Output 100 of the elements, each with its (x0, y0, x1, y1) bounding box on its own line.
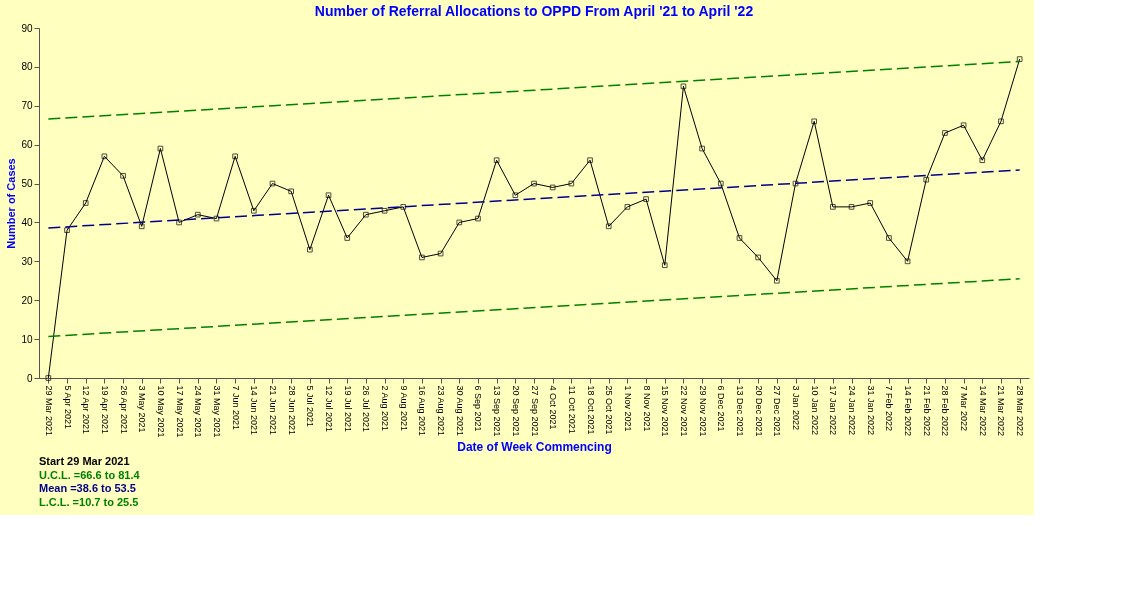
point (288, 188, 295, 195)
point (587, 157, 593, 164)
point (176, 219, 182, 226)
x-tick-label: 12 Jul 2021 (324, 385, 335, 433)
point (886, 235, 892, 241)
x-tick-label: 30 Aug 2021 (454, 385, 465, 437)
x-tick-label: 2 Aug 2021 (380, 385, 391, 432)
point (250, 207, 257, 214)
x-tick-label: 5 Jul 2021 (305, 385, 316, 428)
point (400, 204, 407, 210)
x-tick-label: 5 Apr 2021 (62, 385, 73, 430)
x-tick-label: 19 Apr 2021 (99, 385, 110, 435)
point (661, 262, 668, 269)
x-tick-label: 7 Jun 2021 (230, 385, 241, 431)
y-tick-label: 50 (21, 178, 33, 190)
point (904, 258, 911, 265)
y-tick-label: 80 (21, 61, 33, 73)
point (232, 153, 238, 160)
point (867, 200, 874, 206)
x-tick-label: 16 Aug 2021 (417, 385, 428, 437)
x-tick-label: 15 Nov 2021 (660, 385, 671, 437)
x-tick-label: 9 Aug 2021 (398, 385, 409, 432)
x-tick-label: 13 Dec 2021 (734, 385, 745, 437)
x-tick-label: 22 Nov 2021 (678, 385, 689, 437)
point (512, 192, 519, 199)
x-tick-label: 3 May 2021 (137, 385, 148, 433)
point (325, 192, 332, 199)
point (456, 219, 463, 226)
x-tick-label: 19 Jul 2021 (342, 385, 353, 433)
point (344, 235, 351, 241)
x-tick-label: 3 Jan 2022 (791, 385, 802, 431)
point (680, 83, 687, 90)
x-tick-label: 31 May 2021 (211, 385, 222, 438)
x-tick-label: 25 Oct 2021 (604, 385, 615, 435)
point (549, 184, 556, 191)
point (792, 180, 799, 187)
point (998, 118, 1004, 125)
point (811, 118, 818, 125)
x-tick-label: 24 May 2021 (193, 385, 204, 438)
x-tick-label: 14 Feb 2022 (903, 385, 914, 437)
point (773, 277, 780, 284)
x-tick-label: 21 Feb 2022 (921, 385, 932, 437)
x-tick-label: 10 Jan 2022 (809, 385, 820, 436)
x-tick-label: 6 Sep 2021 (473, 385, 484, 432)
y-tick-label: 0 (26, 372, 33, 384)
text: L.C.L. =10.7 to 25.5 (39, 496, 139, 509)
point (755, 254, 761, 261)
point (120, 172, 126, 179)
x-tick-label: 29 Nov 2021 (697, 385, 708, 437)
x-tick-label: 18 Oct 2021 (585, 385, 596, 435)
x-tick-label: 31 Jan 2022 (865, 385, 876, 436)
text: Mean =38.6 to 53.5 (39, 482, 136, 495)
point (960, 122, 967, 129)
point (101, 153, 108, 160)
x-tick-label: 28 Feb 2022 (940, 385, 951, 437)
x-tick-label: 28 Mar 2022 (1015, 385, 1026, 437)
text: Start 29 Mar 2021 (39, 454, 130, 467)
point (624, 204, 631, 210)
x-tick-label: 17 Jan 2022 (828, 385, 839, 436)
x-tick-label: 1 Nov 2021 (622, 385, 633, 432)
y-axis-title: Number of Cases (5, 158, 18, 249)
x-tick-label: 21 Mar 2022 (996, 385, 1007, 437)
point (605, 223, 612, 230)
x-tick-label: 13 Sep 2021 (492, 385, 503, 437)
x-tick-label: 12 Apr 2021 (81, 385, 92, 435)
x-tick-label: 20 Sep 2021 (510, 385, 521, 437)
x-tick-label: 17 May 2021 (174, 385, 185, 438)
y-tick-label: 70 (21, 100, 33, 112)
point (64, 227, 70, 234)
x-tick-label: 14 Mar 2022 (977, 385, 988, 437)
point (531, 180, 537, 187)
y-tick-label: 20 (21, 294, 33, 306)
y-tick-label: 60 (21, 139, 33, 151)
point (381, 207, 388, 214)
point (307, 246, 313, 253)
x-tick-label: 14 Jun 2021 (249, 385, 260, 436)
x-axis-title: Date of Week Commencing (457, 439, 612, 454)
x-tick-label: 6 Dec 2021 (716, 385, 727, 432)
point (979, 157, 986, 164)
x-tick-label: 11 Oct 2021 (566, 385, 577, 434)
x-tick-label: 29 Mar 2021 (43, 385, 54, 437)
x-tick-label: 10 May 2021 (155, 385, 166, 438)
point (82, 200, 89, 206)
point (830, 204, 836, 210)
y-tick-label: 30 (21, 255, 33, 267)
x-tick-label: 20 Dec 2021 (753, 385, 764, 437)
point (643, 196, 649, 202)
point (699, 145, 705, 152)
x-tick-label: 21 Jun 2021 (267, 385, 278, 436)
chart-title: Number of Referral Allocations to OPPD From April '21 to April '22 (314, 3, 754, 19)
x-tick-label: 27 Dec 2021 (772, 385, 783, 437)
x-tick-label: 23 Aug 2021 (436, 385, 447, 437)
point (475, 215, 481, 222)
x-tick-label: 26 Apr 2021 (118, 385, 129, 435)
point (568, 180, 575, 187)
point (437, 250, 444, 257)
x-tick-label: 24 Jan 2022 (847, 385, 858, 436)
point (138, 223, 145, 230)
point (194, 211, 201, 218)
x-tick-label: 7 Feb 2022 (884, 385, 895, 432)
